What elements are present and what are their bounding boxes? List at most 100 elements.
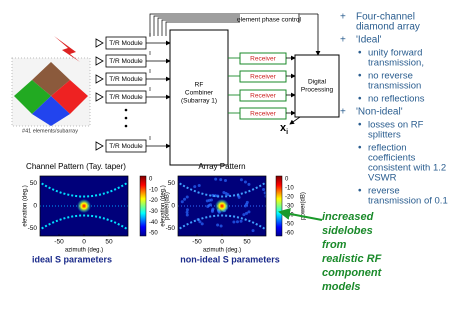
colorbar-tick-label: -40 [149,220,158,226]
colorbar-tick-label: -10 [149,187,158,193]
tr-module-label: T/R Module [109,94,143,101]
y-tick-label: 0 [171,203,175,210]
y-tick-label: 0 [33,203,37,210]
bullet-text: 'Ideal' [356,35,382,46]
bullet-marker: + [340,107,346,118]
ellipsis-dot [124,108,128,112]
speckle [183,197,187,201]
speckle [243,180,247,184]
combiner-label: (Subarray 1) [181,98,217,105]
speckle [185,210,189,214]
receiver-box [239,70,287,83]
colorbar-tick-label: 0 [149,177,153,183]
speckle [247,182,251,186]
phase-control-label: element phase control [237,17,302,24]
bullet-marker: + [340,35,346,46]
bullet-text: reflection [368,143,407,154]
x-tick-label: -50 [192,239,202,246]
colorbar-tick-label: -10 [285,186,294,192]
speckle [180,200,184,204]
speckle [209,198,213,202]
speckle [193,185,197,189]
signal-arrow [54,36,80,62]
output-symbol: xi [280,122,288,136]
speckle [200,222,204,226]
colorbar [139,175,147,237]
processor-label: Digital [308,79,327,86]
plot-title: Channel Pattern (Tay. taper) [26,162,126,171]
speckle [251,229,255,233]
bullet-text: consistent with 1.2 [368,163,446,174]
colorbar-tick-label: -20 [285,195,294,201]
y-axis-label: elevation (deg.) [161,185,167,226]
y-tick-label: -50 [28,225,38,232]
colorbar-tick-label: -50 [149,231,158,237]
receiver-label: Receiver [250,56,276,63]
annotation: realistic RF [322,253,382,265]
bullet-text: transmission [368,81,421,92]
antenna [95,74,104,84]
antenna [95,56,104,66]
speckle [219,178,223,182]
colorbar-tick-label: -60 [285,231,294,237]
bullet-text: splitters [368,130,401,141]
annotation: sidelobes [322,225,373,237]
output-x: x [280,122,287,134]
speckle [223,178,227,182]
speckle [219,224,223,228]
pattern-curve [178,214,266,231]
array-label: #41 elements/subarray [22,128,78,134]
x-tick-label: 0 [220,239,224,246]
speckle [198,220,202,224]
antenna [95,92,104,102]
colorbar-tick-label: -30 [149,209,158,215]
x-tick-label: 50 [243,239,251,246]
pattern-curve [40,214,128,231]
x-tick-label: 50 [105,239,113,246]
bullet-marker: • [358,186,362,197]
bullet-text: Four-channel [356,12,415,23]
bullet-marker: + [340,12,346,23]
colorbar-label: power(dB) [301,192,307,220]
antenna [95,38,104,48]
x-axis-label: azimuth (deg.) [65,248,103,254]
antenna [95,141,104,151]
ellipsis-dot [124,124,128,128]
tr-module-label: T/R Module [109,76,143,83]
x-axis-label: azimuth (deg.) [203,248,241,254]
bullet-text: VSWR [368,173,397,184]
bullet-text: losses on RF [368,120,424,131]
speckle [232,220,236,224]
combiner-box [169,29,229,166]
tr-module-label: T/R Module [109,58,143,65]
bullet-text: reverse [368,186,400,197]
y-axis-label: elevation (deg.) [23,185,29,226]
colorbar-tick-label: -20 [149,198,158,204]
colorbar [275,175,283,237]
speckle [264,194,266,198]
y-tick-label: -50 [166,225,176,232]
speckle [242,213,246,217]
annotation: component [322,267,383,279]
speckle [239,178,243,182]
tr-module-label: T/R Module [109,40,143,47]
plot-caption: non-ideal S parameters [180,254,280,264]
speckle [239,219,243,223]
speckle [245,211,249,215]
heatmap [178,176,266,236]
bullet-text: coefficients [368,153,416,164]
colorbar-tick-label: -50 [285,222,294,228]
x-tick-label: -50 [54,239,64,246]
bullet-marker: • [358,143,362,154]
colorbar-label: power(dB) [165,192,171,220]
speckle [262,188,266,192]
colorbar-tick-label: -30 [285,204,294,210]
bullet-text: transmission, [368,58,424,69]
speckle [185,208,189,212]
receiver-box [239,89,287,102]
pattern-curve [178,181,266,198]
main-beam [77,199,91,213]
tr-module-label: T/R Module [109,143,143,150]
plot-title: Array Pattern [198,162,245,171]
combiner-label: RF [195,82,204,89]
